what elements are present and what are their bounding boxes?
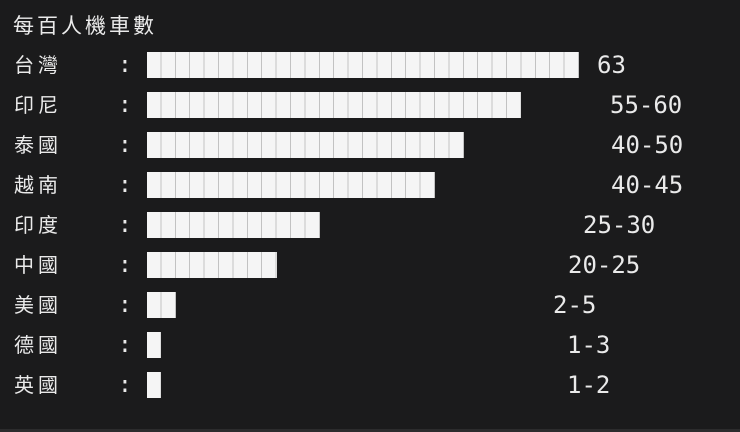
value-bar: [147, 252, 277, 278]
chart-row: 泰國 : 40-50: [0, 132, 740, 158]
value-label: 1-2: [567, 371, 611, 399]
separator-colon: :: [118, 372, 132, 398]
separator-colon: :: [118, 212, 132, 238]
value-bar: [147, 212, 320, 238]
country-label: 德國: [14, 333, 62, 357]
chart-title: 每百人機車數: [13, 14, 157, 38]
value-label: 1-3: [567, 331, 611, 359]
value-bar: [147, 52, 579, 78]
country-label: 美國: [14, 293, 62, 317]
separator-colon: :: [118, 92, 132, 118]
value-bar: [147, 292, 176, 318]
value-label: 40-50: [611, 131, 684, 159]
chart-row: 美國 : 2-5: [0, 292, 740, 318]
value-label: 2-5: [553, 291, 597, 319]
country-label: 台灣: [14, 53, 62, 77]
value-label: 20-25: [568, 251, 641, 279]
separator-colon: :: [118, 252, 132, 278]
value-label: 40-45: [611, 171, 684, 199]
separator-colon: :: [118, 52, 132, 78]
chart-row: 德國 : 1-3: [0, 332, 740, 358]
value-bar: [147, 172, 435, 198]
country-label: 中國: [14, 253, 62, 277]
country-label: 印尼: [14, 93, 62, 117]
country-label: 越南: [14, 173, 62, 197]
value-label: 25-30: [583, 211, 656, 239]
value-bar: [147, 372, 162, 398]
country-label: 英國: [14, 373, 62, 397]
value-bar: [147, 132, 464, 158]
country-label: 印度: [14, 213, 62, 237]
chart-row: 台灣 : 63: [0, 52, 740, 78]
value-label: 63: [597, 51, 626, 79]
separator-colon: :: [118, 172, 132, 198]
value-bar: [147, 92, 522, 118]
separator-colon: :: [118, 292, 132, 318]
separator-colon: :: [118, 132, 132, 158]
bottom-edge-strip: [0, 429, 740, 432]
separator-colon: :: [118, 332, 132, 358]
country-label: 泰國: [14, 133, 62, 157]
chart-row: 印度 : 25-30: [0, 212, 740, 238]
value-bar: [147, 332, 162, 358]
chart-row: 印尼 : 55-60: [0, 92, 740, 118]
chart-row: 越南 : 40-45: [0, 172, 740, 198]
chart-row: 英國 : 1-2: [0, 372, 740, 398]
value-label: 55-60: [610, 91, 683, 119]
chart-row: 中國 : 20-25: [0, 252, 740, 278]
